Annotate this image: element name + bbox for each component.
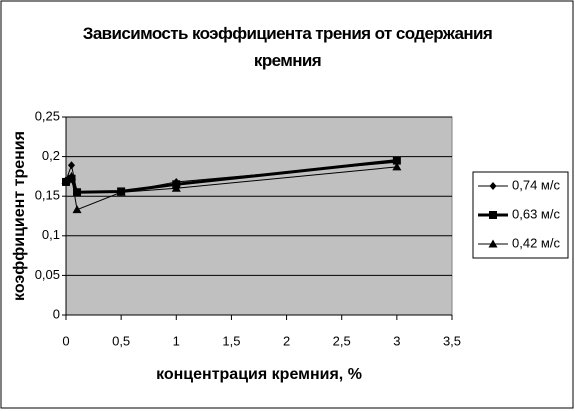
chart-title: Зависимость коэффициента трения от содер… bbox=[82, 24, 493, 70]
y-axis-label: коэффициент трения bbox=[11, 131, 28, 301]
marker bbox=[392, 162, 402, 171]
marker bbox=[171, 183, 181, 192]
y-tick-label: 0,1 bbox=[42, 227, 60, 242]
y-tick-label: 0 bbox=[53, 306, 60, 321]
legend-label: 0,63 м/с bbox=[512, 206, 560, 221]
plot-area bbox=[65, 116, 453, 316]
marker bbox=[73, 188, 82, 197]
x-tick-label: 0 bbox=[62, 333, 69, 348]
x-tick-label: 1 bbox=[173, 333, 180, 348]
x-tick-label: 1,5 bbox=[222, 333, 240, 348]
marker bbox=[68, 161, 76, 170]
x-tick-label: 3 bbox=[393, 333, 400, 348]
legend-marker bbox=[488, 239, 498, 248]
y-tick-label: 0,2 bbox=[42, 148, 60, 163]
marker bbox=[72, 205, 82, 214]
legend-marker bbox=[489, 211, 497, 219]
x-tick-label: 2 bbox=[283, 333, 290, 348]
x-tick-label: 0,5 bbox=[112, 333, 130, 348]
y-tick-label: 0,25 bbox=[35, 108, 60, 123]
x-tick-label: 2,5 bbox=[333, 333, 351, 348]
legend-marker bbox=[489, 182, 497, 190]
y-tick-label: 0,05 bbox=[35, 267, 60, 282]
marker bbox=[392, 156, 401, 165]
x-axis-label: концентрация кремния, % bbox=[156, 366, 362, 383]
legend-label: 0,74 м/с bbox=[512, 177, 560, 192]
x-tick-label: 3,5 bbox=[443, 333, 461, 348]
legend-label: 0,42 м/с bbox=[512, 235, 560, 250]
y-tick-label: 0,15 bbox=[35, 188, 60, 203]
marker bbox=[67, 171, 77, 180]
marker bbox=[61, 175, 71, 184]
marker bbox=[116, 187, 126, 196]
